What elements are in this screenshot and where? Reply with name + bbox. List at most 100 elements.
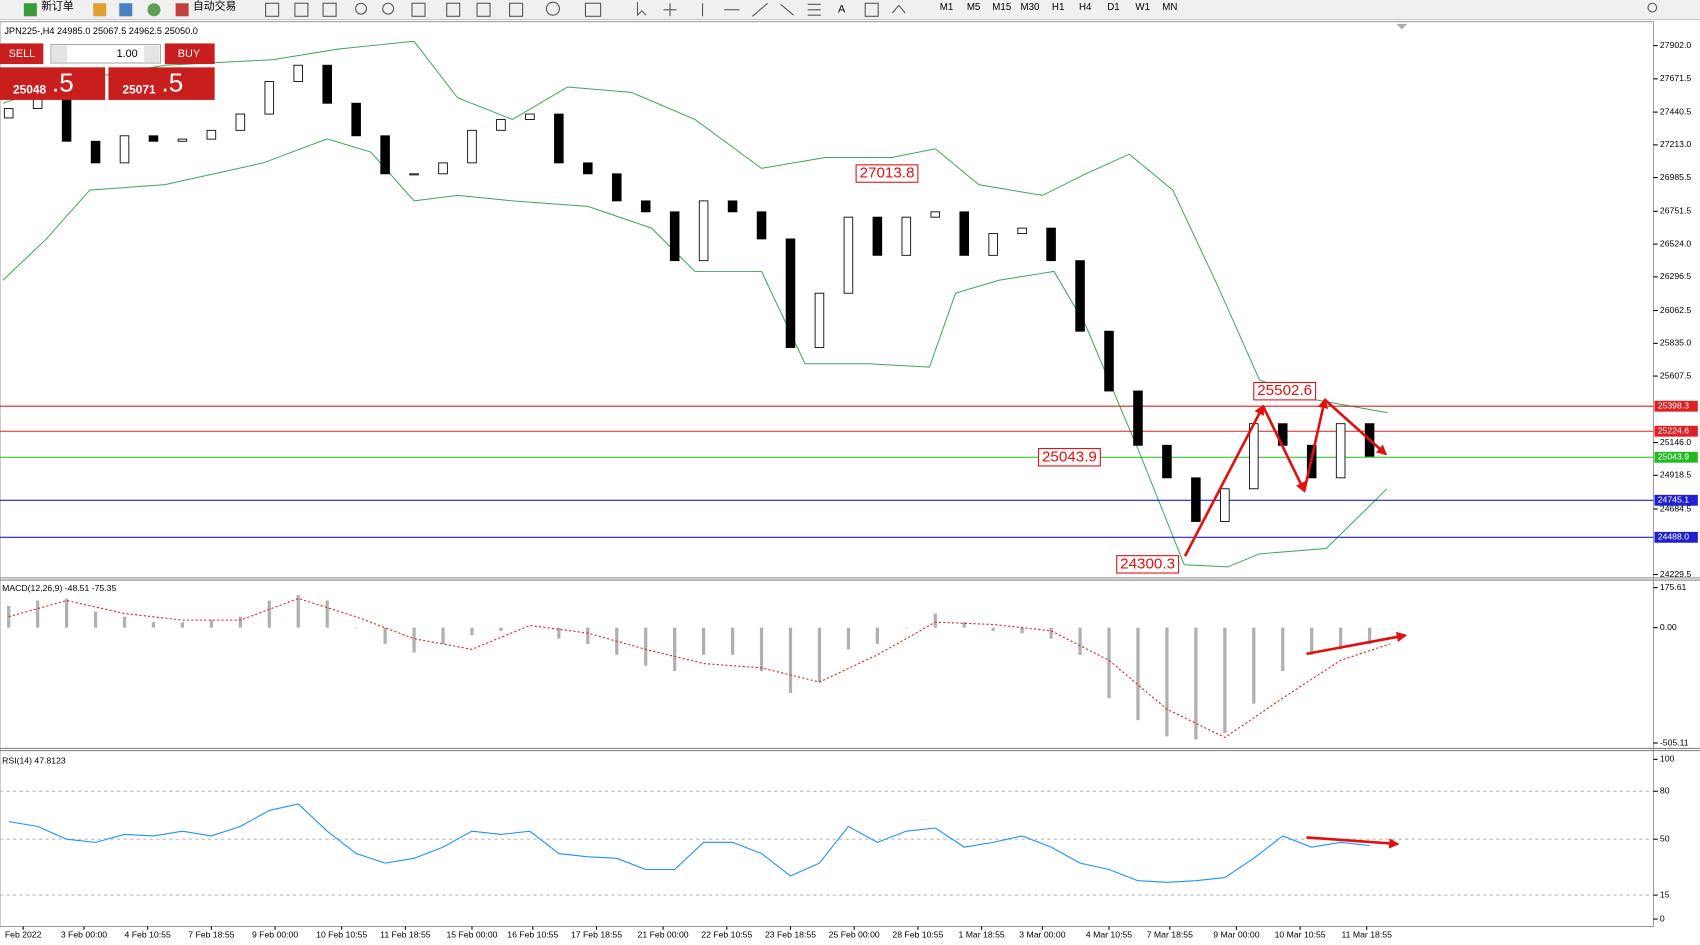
tool-icon[interactable] [294,2,309,17]
auto-trading[interactable]: 自动交易 [193,0,236,12]
buy-label[interactable]: BUY [178,48,200,60]
tool-icon[interactable] [584,2,602,17]
timeframe-button[interactable]: MN [1162,2,1177,13]
candle-body [3,108,14,119]
y-tick-label: 25607.5 [1660,370,1691,380]
drawn-arrows [1183,397,1408,849]
tool-icon[interactable] [891,4,906,14]
tool-icon[interactable] [509,2,524,17]
x-tick-label: 3 Mar 00:00 [1019,930,1065,940]
lots-up[interactable] [144,45,160,62]
candle-body [351,102,361,137]
tool-icon[interactable] [322,2,337,17]
timeframe-button[interactable]: M5 [967,2,981,13]
candle-body [496,119,506,131]
candle-body [1017,227,1027,235]
candle-body [409,173,419,176]
tool-icon[interactable] [476,2,491,17]
text-tool[interactable]: A [838,4,846,16]
macd-bar [499,627,503,631]
tool-icons [265,1,1658,17]
timeframe-button[interactable]: M30 [1020,2,1040,13]
tool-icon[interactable] [446,2,461,17]
tool-icon[interactable] [147,3,161,17]
tool-icon[interactable] [545,1,560,16]
macd-bar [441,627,445,644]
timeframe-button[interactable]: H1 [1052,2,1064,13]
sell-label[interactable]: SELL [9,48,36,60]
candle-body [1220,488,1230,522]
new-order[interactable]: 新订单 [41,0,74,12]
trade-panel: SELL 1.00 BUY 25048 .5 25071 .5 [0,43,215,100]
x-tick-label: 7 Mar 18:55 [1147,930,1193,940]
x-tick-label: 22 Feb 10:55 [701,930,752,940]
buy-price-box[interactable] [108,67,215,100]
buy-price[interactable]: 25071 [123,82,156,96]
candle-body [1075,260,1085,332]
macd-bar [325,600,329,628]
sell-price-box[interactable] [0,67,106,100]
y-tick-label: 25146.0 [1660,437,1691,447]
toolbar [0,0,1700,20]
text-label[interactable] [864,2,879,17]
y-tick-label: 26062.5 [1660,305,1691,315]
cursor[interactable] [636,2,647,17]
macd-bar [1136,627,1140,721]
candle-body [1191,477,1201,522]
trendline[interactable] [752,2,768,17]
price-level-label: 25043.9 [1658,452,1689,462]
price-annotation: 27013.8 [860,165,915,182]
sell-price[interactable]: 25048 [13,82,46,96]
indicator-title: RSI(14) 47.8123 [2,756,66,766]
price-annotation: 24300.3 [1120,555,1175,572]
candle-body [293,64,304,82]
timeframe-button[interactable]: D1 [1107,2,1119,13]
macd-bar [557,627,561,639]
macd-bar [36,600,40,628]
sell-button[interactable] [0,43,44,65]
price-level-label: 25398.3 [1658,401,1689,411]
crosshair[interactable] [663,3,677,17]
candle-body [148,135,159,142]
macd-bar [991,627,995,631]
chart-frame [0,21,1654,927]
arrow [1306,631,1408,656]
candle-body [554,113,564,164]
zoom-out[interactable] [382,2,395,15]
macd-bar [1078,627,1082,655]
tool-icon[interactable] [780,3,794,16]
candle-body [206,129,217,140]
x-tick-label: 15 Feb 00:00 [446,930,497,940]
candle-body [438,162,448,175]
buy-button[interactable] [164,43,215,65]
tool-icon[interactable] [119,3,133,17]
search[interactable] [1647,2,1658,13]
x-tick-label: 3 Feb 00:00 [61,930,107,940]
timeframes: M1 M5 M15 M30 H1 H4 D1 W1 MN [940,2,1178,13]
candle-body [640,200,651,213]
macd-bar [267,600,271,628]
candle-body [1046,227,1056,262]
new-order-icon[interactable] [23,3,37,17]
zoom-in[interactable] [355,2,367,15]
auto-trading-icon[interactable] [175,3,189,17]
x-tick-label: 1 Mar 18:55 [958,930,1004,940]
lots-down[interactable] [52,45,68,62]
x-tick-label: 9 Mar 00:00 [1213,930,1259,940]
lots-value[interactable]: 1.00 [117,48,138,60]
tool-icon[interactable] [265,2,280,17]
timeframe-button[interactable]: H4 [1079,2,1092,13]
lots-input[interactable] [50,43,162,64]
timeframe-button[interactable]: M1 [940,2,954,13]
fibo[interactable] [807,3,821,16]
buy-price-fraction[interactable]: .5 [162,68,184,98]
tool-icon[interactable] [93,3,107,17]
sell-price-fraction[interactable]: .5 [52,68,74,98]
y-tick-label: 175.61 [1660,582,1687,592]
timeframe-button[interactable]: W1 [1135,2,1150,13]
macd-bar [383,627,387,644]
timeframe-button[interactable]: M15 [992,2,1012,13]
tool-icon[interactable] [411,2,426,17]
macd-bar [730,627,735,655]
macd-bar [1339,627,1343,650]
